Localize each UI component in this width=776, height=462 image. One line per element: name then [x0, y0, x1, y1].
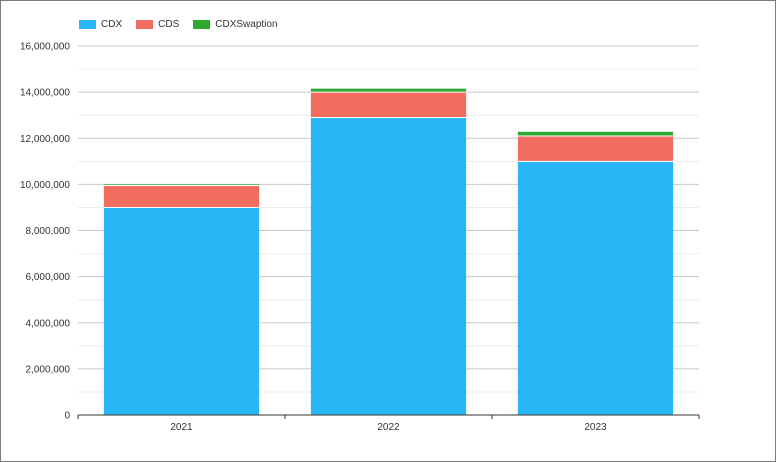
legend-swatch-cdx: [79, 20, 96, 29]
bar-cdx-2023[interactable]: [517, 161, 674, 415]
bar-cdxswaption-2021[interactable]: [103, 184, 260, 186]
legend-item-cdx[interactable]: CDX: [79, 19, 122, 30]
x-tick-label: 2021: [170, 422, 193, 433]
bar-cdxswaption-2023[interactable]: [517, 131, 674, 136]
bar-cds-2022[interactable]: [310, 92, 467, 118]
y-tick-label: 12,000,000: [20, 134, 70, 145]
y-tick-label: 8,000,000: [26, 226, 71, 237]
legend-swatch-cdxswaption: [193, 20, 211, 29]
y-tick-label: 16,000,000: [20, 42, 70, 53]
bar-cds-2023[interactable]: [517, 135, 674, 162]
legend-item-cds[interactable]: CDS: [136, 19, 179, 30]
y-tick-label: 4,000,000: [26, 318, 71, 329]
y-tick-label: 2,000,000: [26, 364, 71, 375]
y-tick-label: 6,000,000: [26, 272, 71, 283]
legend-label-cds: CDS: [158, 19, 180, 30]
legend-swatch-cds: [136, 20, 154, 29]
bar-cdxswaption-2022[interactable]: [310, 88, 467, 93]
bars: [103, 88, 674, 416]
y-tick-label: 10,000,000: [20, 180, 70, 191]
legend-item-cdxswaption[interactable]: CDXSwaption: [193, 19, 278, 30]
chart-legend: CDX CDS CDXSwaption: [79, 19, 278, 30]
legend-label-cdxswaption: CDXSwaption: [215, 19, 278, 30]
axes: 0 2,000,000 4,000,000 6,000,000 8,000,000 10,…: [20, 42, 700, 433]
x-tick-label: 2022: [377, 422, 400, 433]
y-tick-label: 0: [64, 411, 70, 422]
x-tick-label: 2023: [584, 422, 607, 433]
legend-label-cdx: CDX: [101, 19, 123, 30]
bar-cds-2021[interactable]: [103, 185, 260, 208]
bar-cdx-2021[interactable]: [103, 207, 260, 415]
y-tick-label: 14,000,000: [20, 88, 70, 99]
bar-cdx-2022[interactable]: [310, 117, 467, 416]
